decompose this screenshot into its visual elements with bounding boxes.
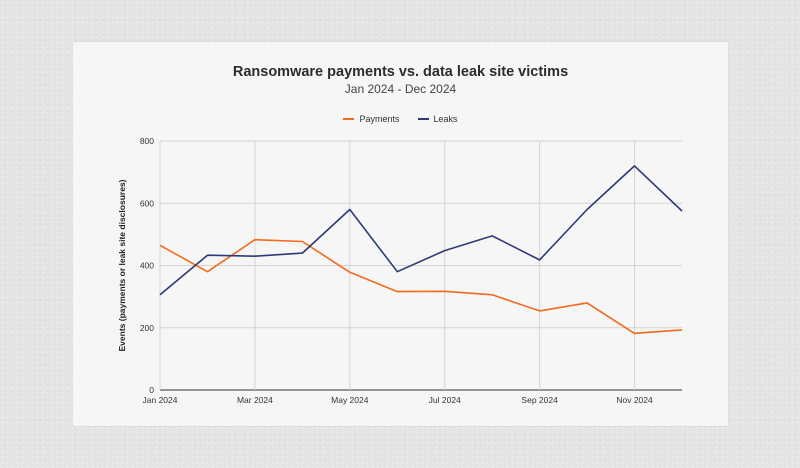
y-tick-label: 600 bbox=[140, 198, 154, 208]
legend-swatch-payments bbox=[343, 118, 355, 120]
y-tick-label: 800 bbox=[140, 136, 154, 146]
series-line-leaks bbox=[159, 165, 683, 296]
x-tick-label: Jul 2024 bbox=[429, 395, 461, 405]
y-axis-label: Events (payments or leak site disclosure… bbox=[117, 179, 127, 351]
x-tick-label: Sep 2024 bbox=[521, 395, 558, 405]
x-tick-label: Nov 2024 bbox=[616, 395, 653, 405]
line-chart: 0 200 400 600 800 Jan 2024 Mar 2024 May 2024 Ju… bbox=[117, 136, 683, 405]
x-tick-label: Jan 2024 bbox=[143, 395, 178, 405]
x-tick-label: Mar 2024 bbox=[237, 395, 273, 405]
y-axis-ticks: 0 200 400 600 800 bbox=[140, 136, 154, 395]
chart-card: Ransomware payments vs. data leak site v… bbox=[73, 42, 728, 426]
legend-swatch-leaks bbox=[417, 118, 429, 120]
y-tick-label: 200 bbox=[140, 323, 154, 333]
x-axis-ticks: Jan 2024 Mar 2024 May 2024 Jul 2024 Sep 2024… bbox=[143, 395, 654, 405]
legend-item-payments[interactable]: Payments bbox=[343, 114, 400, 124]
chart-subtitle: Jan 2024 - Dec 2024 bbox=[344, 82, 457, 96]
legend-item-leaks[interactable]: Leaks bbox=[417, 114, 458, 124]
series-lines bbox=[159, 165, 683, 335]
y-tick-label: 400 bbox=[140, 261, 154, 271]
legend-label-leaks: Leaks bbox=[433, 114, 458, 124]
gridlines bbox=[159, 140, 682, 391]
legend-label-payments: Payments bbox=[359, 114, 400, 124]
series-line-payments bbox=[159, 238, 683, 335]
chart-title: Ransomware payments vs. data leak site v… bbox=[232, 64, 569, 80]
x-tick-label: May 2024 bbox=[331, 395, 369, 405]
y-tick-label: 0 bbox=[149, 385, 154, 395]
legend: Payments Leaks bbox=[73, 114, 728, 124]
